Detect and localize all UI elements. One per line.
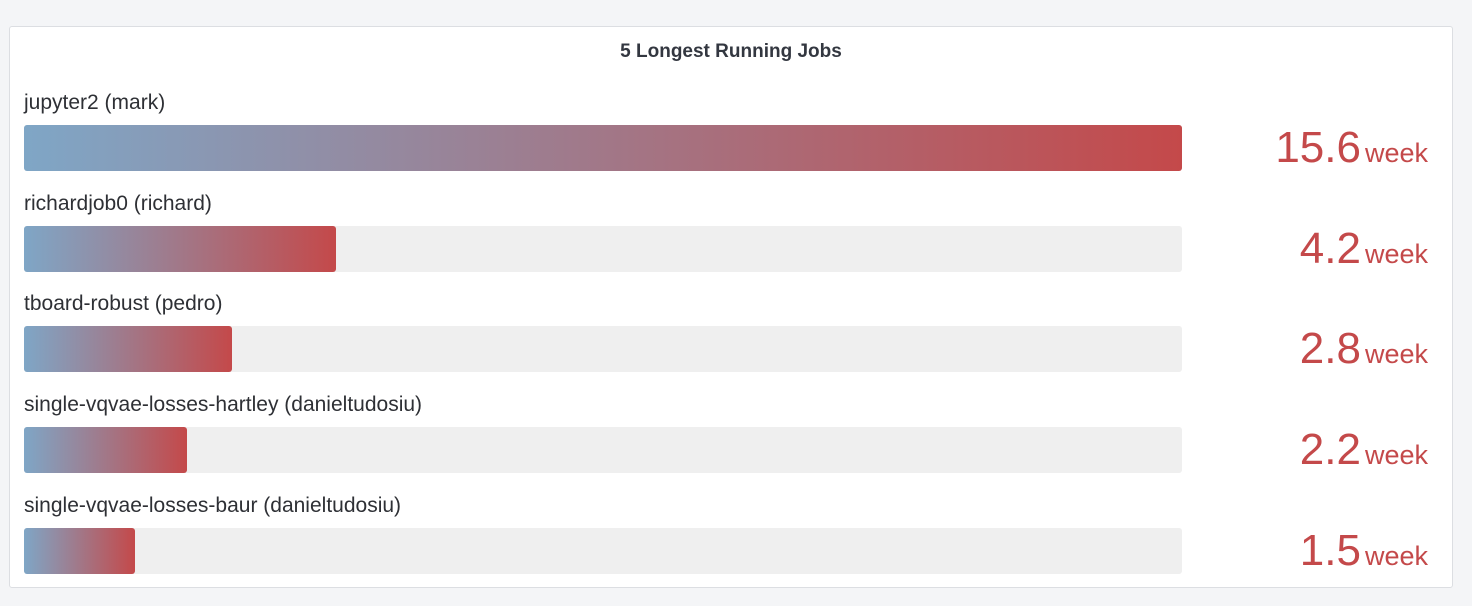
- value-unit: week: [1364, 440, 1428, 470]
- bar-track: [24, 427, 1182, 473]
- bar-fill: [24, 125, 1182, 171]
- job-label: single-vqvae-losses-hartley (danieltudos…: [24, 393, 423, 416]
- job-row: richardjob0 (richard) 4.2 week: [24, 192, 1442, 282]
- job-label: tboard-robust (pedro): [24, 292, 223, 315]
- bar-fill: [24, 528, 135, 574]
- value-unit: week: [1364, 339, 1428, 369]
- value-unit: week: [1364, 239, 1428, 269]
- bar-track: [24, 226, 1182, 272]
- bar-value: 15.6 week: [1275, 123, 1428, 173]
- job-row: tboard-robust (pedro) 2.8 week: [24, 292, 1442, 382]
- bar-fill: [24, 427, 187, 473]
- bar-value: 4.2 week: [1300, 224, 1428, 274]
- bar-fill: [24, 326, 232, 372]
- value-number: 2.8: [1299, 324, 1361, 373]
- bar-track: [24, 528, 1182, 574]
- value-unit: week: [1364, 541, 1428, 571]
- bar-value: 2.8 week: [1300, 324, 1428, 374]
- bar-track: [24, 326, 1182, 372]
- job-row: single-vqvae-losses-baur (danieltudosiu)…: [24, 494, 1442, 584]
- job-label: jupyter2 (mark): [24, 91, 166, 114]
- job-row: jupyter2 (mark) 15.6 week: [24, 91, 1442, 181]
- job-label: richardjob0 (richard): [24, 192, 212, 215]
- bar-value: 2.2 week: [1300, 425, 1428, 475]
- value-number: 1.5: [1299, 526, 1361, 575]
- bar-fill: [24, 226, 336, 272]
- value-unit: week: [1364, 138, 1428, 168]
- value-number: 15.6: [1275, 123, 1361, 172]
- bar-track: [24, 125, 1182, 171]
- value-number: 2.2: [1299, 425, 1361, 474]
- bar-value: 1.5 week: [1300, 526, 1428, 576]
- job-row: single-vqvae-losses-hartley (danieltudos…: [24, 393, 1442, 483]
- job-label: single-vqvae-losses-baur (danieltudosiu): [24, 494, 402, 517]
- panel-title: 5 Longest Running Jobs: [620, 41, 842, 62]
- value-number: 4.2: [1299, 224, 1361, 273]
- longest-jobs-panel: 5 Longest Running Jobs jupyter2 (mark) 1…: [9, 26, 1453, 588]
